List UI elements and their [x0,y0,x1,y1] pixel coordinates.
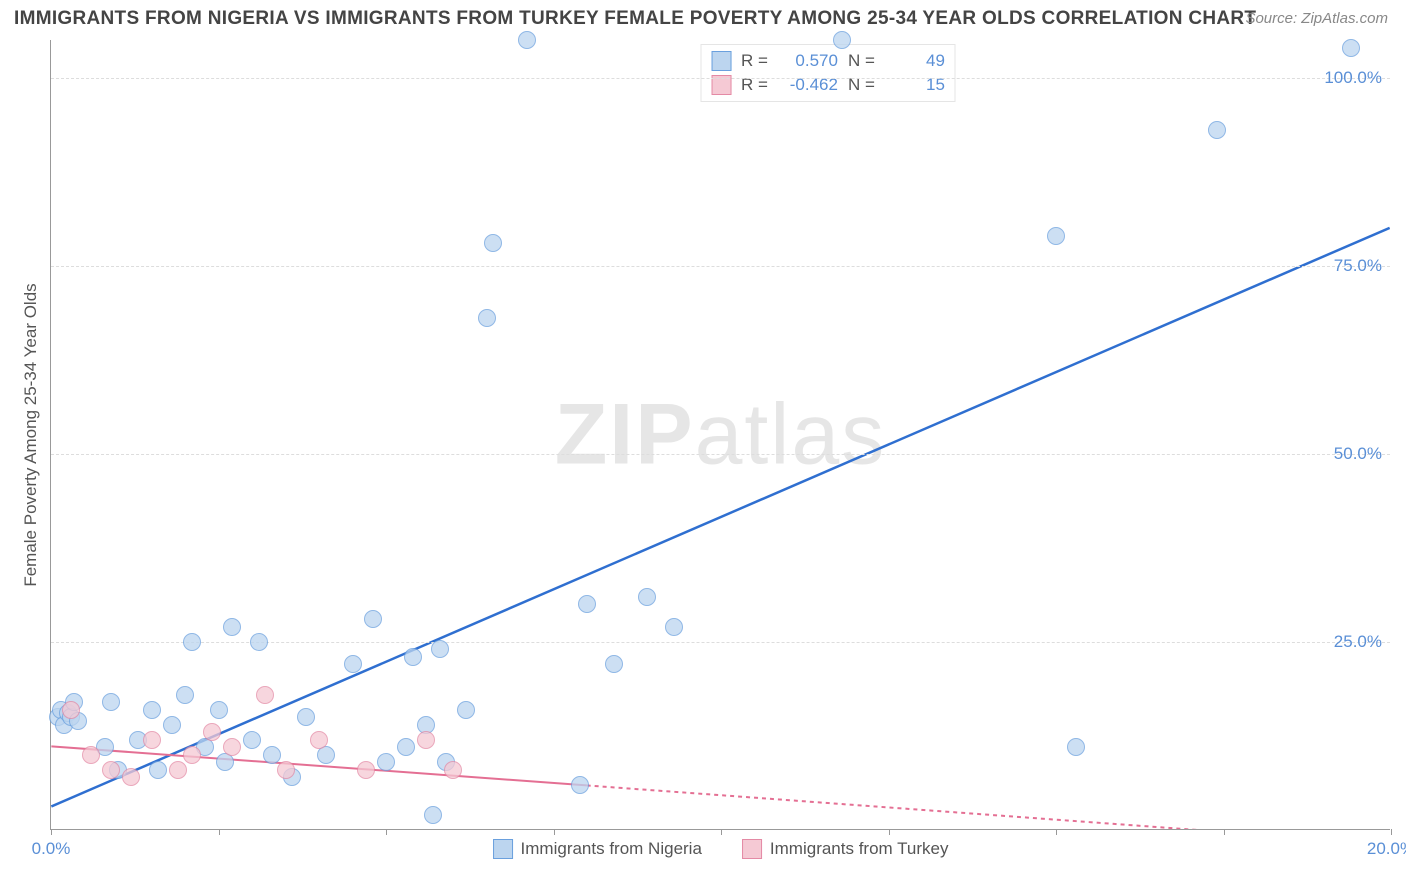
gridline [51,454,1390,455]
watermark: ZIPatlas [555,385,886,484]
data-point [571,776,589,794]
x-tick-mark [1056,829,1057,835]
data-point [417,731,435,749]
n-value: 49 [885,49,945,73]
swatch-icon [742,839,762,859]
watermark-bold: ZIP [555,386,695,482]
y-tick-label: 100.0% [1324,68,1382,88]
data-point [183,746,201,764]
data-point [223,618,241,636]
r-label: R = [741,73,768,97]
data-point [102,761,120,779]
data-point [1208,121,1226,139]
y-tick-label: 25.0% [1334,632,1382,652]
series-legend: Immigrants from Nigeria Immigrants from … [493,839,949,859]
swatch-icon [711,51,731,71]
data-point [638,588,656,606]
data-point [424,806,442,824]
n-label: N = [848,73,875,97]
data-point [169,761,187,779]
source-label: Source: ZipAtlas.com [1245,10,1388,27]
data-point [149,761,167,779]
data-point [143,731,161,749]
data-point [397,738,415,756]
legend-label: Immigrants from Turkey [770,839,949,859]
gridline [51,266,1390,267]
x-tick-mark [386,829,387,835]
r-label: R = [741,49,768,73]
n-value: 15 [885,73,945,97]
data-point [256,686,274,704]
data-point [122,768,140,786]
x-tick-mark [1391,829,1392,835]
data-point [431,640,449,658]
correlation-legend: R = 0.570 N = 49 R = -0.462 N = 15 [700,44,956,102]
x-tick-mark [219,829,220,835]
trend-lines [51,40,1390,829]
data-point [163,716,181,734]
r-value: -0.462 [778,73,838,97]
n-label: N = [848,49,875,73]
data-point [357,761,375,779]
data-point [203,723,221,741]
legend-row-nigeria: R = 0.570 N = 49 [711,49,945,73]
data-point [605,655,623,673]
data-point [444,761,462,779]
x-tick-label: 20.0% [1367,839,1406,859]
data-point [404,648,422,666]
data-point [484,234,502,252]
x-tick-mark [1224,829,1225,835]
data-point [518,31,536,49]
data-point [102,693,120,711]
data-point [665,618,683,636]
data-point [143,701,161,719]
data-point [377,753,395,771]
data-point [478,309,496,327]
legend-item-turkey: Immigrants from Turkey [742,839,949,859]
data-point [277,761,295,779]
legend-row-turkey: R = -0.462 N = 15 [711,73,945,97]
data-point [223,738,241,756]
watermark-thin: atlas [695,386,887,482]
y-axis-label: Female Poverty Among 25-34 Year Olds [21,283,41,586]
data-point [183,633,201,651]
swatch-icon [493,839,513,859]
data-point [263,746,281,764]
y-tick-label: 50.0% [1334,444,1382,464]
data-point [1047,227,1065,245]
data-point [62,701,80,719]
scatter-plot: Female Poverty Among 25-34 Year Olds ZIP… [50,40,1390,830]
x-tick-mark [554,829,555,835]
data-point [344,655,362,673]
data-point [364,610,382,628]
data-point [297,708,315,726]
data-point [833,31,851,49]
data-point [457,701,475,719]
data-point [243,731,261,749]
data-point [250,633,268,651]
data-point [176,686,194,704]
data-point [82,746,100,764]
data-point [210,701,228,719]
chart-title: IMMIGRANTS FROM NIGERIA VS IMMIGRANTS FR… [14,8,1256,30]
x-tick-mark [721,829,722,835]
x-tick-mark [889,829,890,835]
data-point [578,595,596,613]
y-tick-label: 75.0% [1334,256,1382,276]
x-tick-mark [51,829,52,835]
gridline [51,78,1390,79]
r-value: 0.570 [778,49,838,73]
data-point [1067,738,1085,756]
data-point [1342,39,1360,57]
legend-label: Immigrants from Nigeria [521,839,702,859]
data-point [310,731,328,749]
x-tick-label: 0.0% [32,839,71,859]
legend-item-nigeria: Immigrants from Nigeria [493,839,702,859]
